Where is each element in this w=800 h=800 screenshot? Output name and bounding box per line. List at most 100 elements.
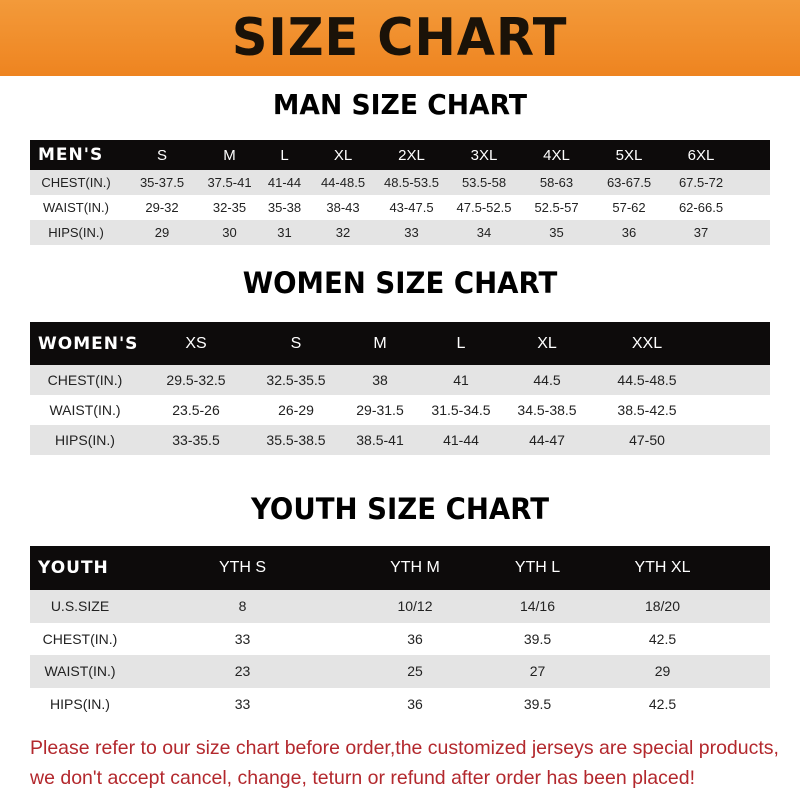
table-cell: 38.5-42.5 <box>617 402 677 418</box>
table-cell: 34 <box>476 225 492 240</box>
table-cell: 63-67.5 <box>606 175 652 190</box>
table-cell: 23 <box>234 663 251 680</box>
table-cell: 26-29 <box>278 402 314 418</box>
size-header-cell: L <box>456 334 466 352</box>
table-cell: 33 <box>234 630 251 647</box>
table-cell: 47.5-52.5 <box>456 200 512 215</box>
table-row: CHEST(IN.) 33 36 39.5 42.5 <box>30 622 770 655</box>
table-cell: 57-62 <box>612 200 646 215</box>
row-label: CHEST(IN.) <box>47 372 123 388</box>
table-header-row: WOMEN'S XS S M L XL XXL <box>30 322 770 365</box>
table-cell: 27 <box>529 663 546 680</box>
table-header-row: YOUTH YTH S YTH M YTH L YTH XL <box>30 546 770 590</box>
men-size-table: MEN'S S M L XL 2XL 3XL 4XL 5XL 6XL CHEST(IN.) 35-37… <box>30 140 770 245</box>
row-label: WAIST(IN.) <box>49 402 121 418</box>
table-cell: 37 <box>693 225 709 240</box>
table-row: HIPS(IN.) 29 30 31 32 33 34 35 36 37 <box>30 220 770 245</box>
size-header-cell: XL <box>537 334 557 352</box>
table-title-cell: MEN'S <box>38 145 104 165</box>
table-cell: 38 <box>372 372 388 388</box>
table-cell: 33-35.5 <box>172 432 220 448</box>
table-cell: 29-31.5 <box>356 402 404 418</box>
table-cell: 32.5-35.5 <box>266 372 326 388</box>
table-cell: 35-37.5 <box>139 175 185 190</box>
table-cell: 8 <box>238 598 247 615</box>
table-cell: 18/20 <box>644 598 681 615</box>
table-cell: 32-35 <box>212 200 247 215</box>
table-title-cell: YOUTH <box>38 558 109 578</box>
size-header-cell: 6XL <box>687 146 715 164</box>
size-header-cell: XL <box>333 146 353 164</box>
table-cell: 36 <box>621 225 637 240</box>
table-row: U.S.SIZE 8 10/12 14/16 18/20 <box>30 590 770 623</box>
table-cell: 33 <box>234 695 251 712</box>
table-cell: 29-32 <box>145 200 179 215</box>
table-cell: 44.5 <box>533 372 561 388</box>
title-banner: SIZE CHART <box>0 0 800 76</box>
order-notice: Please refer to our size chart before or… <box>30 733 790 793</box>
row-label: HIPS(IN.) <box>50 695 110 712</box>
size-header-cell: XXL <box>631 334 663 352</box>
notice-line-2: we don't accept cancel, change, teturn o… <box>30 767 695 789</box>
table-cell: 31.5-34.5 <box>431 402 491 418</box>
table-row: HIPS(IN.) 33 36 39.5 42.5 <box>30 687 770 720</box>
table-cell: 41 <box>453 372 469 388</box>
table-cell: 52.5-57 <box>534 200 579 215</box>
table-cell: 35 <box>549 225 564 240</box>
size-header-cell: M <box>373 334 387 352</box>
row-label: WAIST(IN.) <box>44 663 116 680</box>
table-cell: 47-50 <box>629 432 665 448</box>
table-row: HIPS(IN.) 33-35.5 35.5-38.5 38.5-41 41-44 44-… <box>30 425 770 455</box>
table-row: WAIST(IN.) 29-32 32-35 35-38 38-43 43-47.5 47.… <box>30 195 770 220</box>
table-cell: 36 <box>407 695 423 712</box>
table-title-cell: WOMEN'S <box>38 333 139 354</box>
size-header-cell: YTH L <box>514 559 561 576</box>
size-header-cell: M <box>223 146 236 164</box>
table-cell: 39.5 <box>523 630 552 647</box>
size-header-cell: XS <box>185 334 207 352</box>
table-cell: 44-48.5 <box>320 175 366 190</box>
table-row: CHEST(IN.) 29.5-32.5 32.5-35.5 38 41 44.5 44.5… <box>30 365 770 395</box>
row-label: CHEST(IN.) <box>42 630 118 647</box>
table-cell: 29 <box>154 225 170 240</box>
row-label: CHEST(IN.) <box>41 175 111 190</box>
size-header-cell: 2XL <box>398 146 425 164</box>
table-cell: 58-63 <box>539 175 574 190</box>
table-cell: 67.5-72 <box>678 175 724 190</box>
table-cell: 38-43 <box>326 200 360 215</box>
size-header-cell: L <box>280 146 289 164</box>
table-cell: 36 <box>407 630 423 647</box>
table-cell: 33 <box>404 225 419 240</box>
table-cell: 44.5-48.5 <box>617 372 677 388</box>
size-header-cell: S <box>156 146 167 164</box>
row-label: U.S.SIZE <box>50 598 110 615</box>
table-cell: 23.5-26 <box>172 402 220 418</box>
table-cell: 32 <box>335 225 351 240</box>
table-cell: 35-38 <box>267 200 302 215</box>
table-cell: 41-44 <box>443 432 479 448</box>
row-label: HIPS(IN.) <box>55 432 115 448</box>
men-section-title: MAN SIZE CHART <box>272 88 528 121</box>
women-size-table: WOMEN'S XS S M L XL XXL CHEST(IN.) 29.5-32.5 32.5… <box>30 322 770 455</box>
table-cell: 25 <box>407 663 423 680</box>
table-row: WAIST(IN.) 23 25 27 29 <box>30 655 770 688</box>
table-cell: 43-47.5 <box>389 200 434 215</box>
table-cell: 35.5-38.5 <box>266 432 326 448</box>
table-cell: 14/16 <box>519 598 556 615</box>
row-label: WAIST(IN.) <box>43 200 109 215</box>
notice-line-1: Please refer to our size chart before or… <box>30 737 779 759</box>
size-header-cell: YTH XL <box>634 559 691 576</box>
page-title: SIZE CHART <box>232 8 568 68</box>
table-cell: 53.5-58 <box>461 175 507 190</box>
women-section-title: WOMEN SIZE CHART <box>242 266 558 300</box>
table-cell: 29.5-32.5 <box>166 372 226 388</box>
size-header-cell: YTH S <box>218 559 267 576</box>
table-cell: 37.5-41 <box>207 175 252 190</box>
table-cell: 62-66.5 <box>678 200 724 215</box>
table-cell: 41-44 <box>267 175 302 190</box>
youth-size-table: YOUTH YTH S YTH M YTH L YTH XL U.S.SIZE 8 10/12… <box>30 546 770 720</box>
table-cell: 38.5-41 <box>356 432 404 448</box>
table-cell: 44-47 <box>529 432 565 448</box>
table-header-row: MEN'S S M L XL 2XL 3XL 4XL 5XL 6XL <box>30 140 770 170</box>
table-cell: 34.5-38.5 <box>517 402 577 418</box>
